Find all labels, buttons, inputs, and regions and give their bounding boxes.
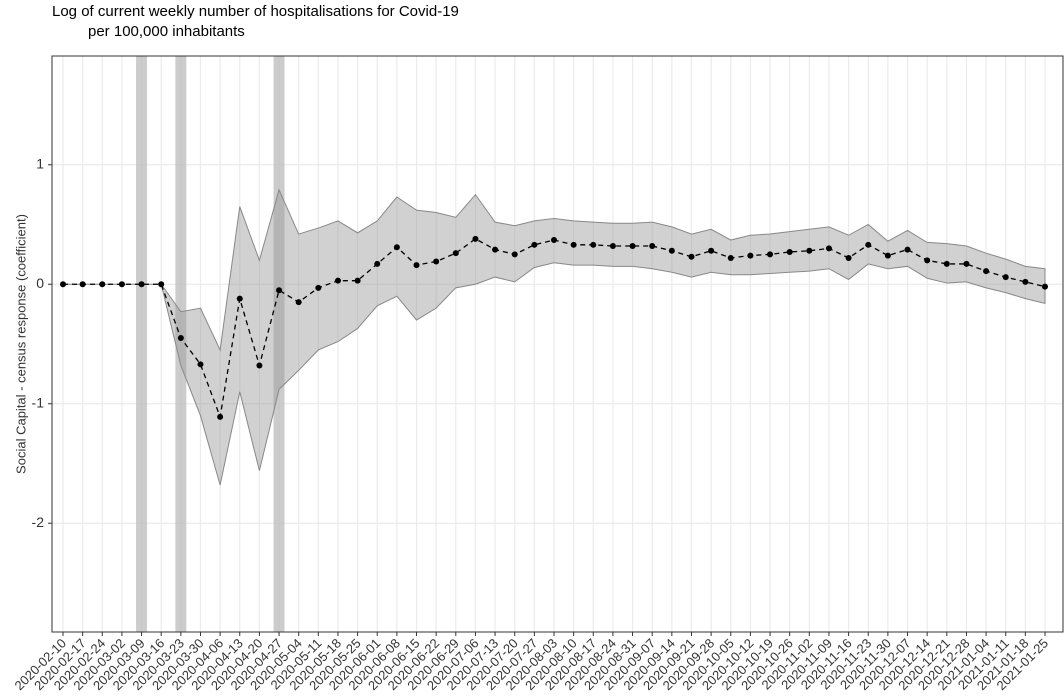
point <box>452 250 459 257</box>
point <box>708 247 715 254</box>
point <box>806 247 813 254</box>
point <box>511 251 518 258</box>
point <box>609 243 616 250</box>
point <box>983 268 990 275</box>
point <box>413 262 420 269</box>
point <box>845 254 852 261</box>
point <box>688 253 695 260</box>
point <box>99 281 106 288</box>
point <box>924 257 931 264</box>
point <box>217 413 224 420</box>
point <box>747 252 754 259</box>
highlight-band <box>175 56 187 632</box>
point <box>374 260 381 267</box>
chart-title: Log of current weekly number of hospital… <box>52 3 459 20</box>
point <box>295 299 302 306</box>
point <box>963 260 970 267</box>
point <box>825 245 832 252</box>
point <box>118 281 125 288</box>
point <box>943 260 950 267</box>
point <box>236 295 243 302</box>
point <box>884 252 891 259</box>
point <box>786 248 793 255</box>
y-tick-label: 0 <box>36 275 44 291</box>
point <box>177 335 184 342</box>
y-tick-label: -2 <box>32 514 45 530</box>
point <box>315 284 322 291</box>
point <box>629 243 636 250</box>
point <box>865 241 872 248</box>
point <box>276 287 283 294</box>
point <box>649 243 656 250</box>
point <box>904 246 911 253</box>
point <box>138 281 145 288</box>
point <box>433 258 440 265</box>
y-tick-label: -1 <box>32 394 45 410</box>
point <box>1042 283 1048 290</box>
point <box>492 246 499 253</box>
point <box>354 277 361 284</box>
point <box>767 251 774 258</box>
point <box>256 362 263 369</box>
point <box>570 241 577 248</box>
highlight-band <box>273 56 285 632</box>
plot-border <box>51 55 1064 633</box>
chart-subtitle: per 100,000 inhabitants <box>88 23 245 40</box>
point <box>1022 278 1029 285</box>
point <box>668 247 675 254</box>
point <box>79 281 86 288</box>
point <box>727 254 734 261</box>
point <box>531 241 538 248</box>
y-tick-label: 1 <box>36 155 44 171</box>
point <box>1002 274 1009 281</box>
point <box>551 237 557 244</box>
point <box>60 281 66 288</box>
point <box>158 281 165 288</box>
point <box>590 241 597 248</box>
point <box>334 277 341 284</box>
highlight-band <box>136 56 148 632</box>
y-axis-label: Social Capital - census response (coeffi… <box>13 214 28 474</box>
point <box>197 361 204 368</box>
point <box>472 235 479 242</box>
point <box>393 244 400 251</box>
